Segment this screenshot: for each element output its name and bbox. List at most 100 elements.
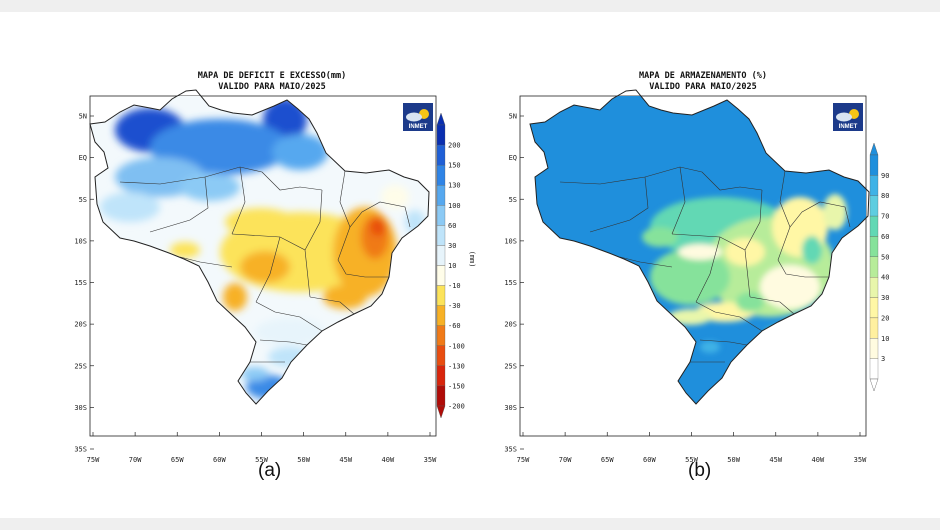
colorbar-swatch bbox=[869, 338, 879, 359]
colorbar-label: 40 bbox=[881, 274, 889, 282]
colorbar-swatch bbox=[436, 185, 446, 206]
lat-tick-label: 25S bbox=[74, 362, 87, 370]
lat-tick-label: 5N bbox=[79, 113, 87, 121]
colorbar-swatch bbox=[869, 175, 879, 196]
colorbar-label: 3 bbox=[881, 355, 885, 363]
lat-tick-label: 30S bbox=[504, 404, 517, 412]
panel-b-logo-text: INMET bbox=[839, 124, 858, 130]
colorbar-swatch bbox=[436, 345, 446, 367]
colorbar-label: 60 bbox=[448, 222, 456, 230]
lon-tick-label: 40W bbox=[382, 456, 395, 464]
colorbar-swatch bbox=[869, 215, 879, 237]
colorbar-label: 130 bbox=[448, 182, 461, 190]
colorbar-label: -60 bbox=[448, 322, 461, 330]
lon-tick-label: 35W bbox=[424, 456, 437, 464]
lat-tick-label: 15S bbox=[74, 279, 87, 287]
colorbar-label: 10 bbox=[448, 262, 456, 270]
lat-tick-label: 15S bbox=[504, 279, 517, 287]
lon-tick-label: 45W bbox=[769, 456, 782, 464]
lat-tick-label: EQ bbox=[509, 154, 517, 162]
panel-a-title-line2: VALIDO PARA MAIO/2025 bbox=[218, 82, 325, 92]
colorbar-label: 70 bbox=[881, 213, 889, 221]
lon-tick-label: 65W bbox=[171, 456, 184, 464]
colorbar-label: -30 bbox=[448, 302, 461, 310]
panel-a-latitude-ticks: 5N EQ 5S 10S 15S 20S 25S 30S 35S bbox=[74, 113, 94, 454]
lat-tick-label: 20S bbox=[74, 321, 87, 329]
colorbar-swatch bbox=[869, 297, 879, 319]
lat-tick-label: 10S bbox=[504, 237, 517, 245]
panel-a-caption: (a) bbox=[258, 460, 282, 481]
lon-tick-label: 55W bbox=[255, 456, 268, 464]
maps-figure: MAPA DE DEFICIT E EXCESSO(mm) VALIDO PAR… bbox=[74, 71, 889, 464]
lon-tick-label: 50W bbox=[727, 456, 740, 464]
colorbar-swatch bbox=[869, 277, 879, 298]
colorbar-swatch bbox=[869, 256, 879, 278]
colorbar-swatch bbox=[436, 285, 446, 306]
colorbar-label: 90 bbox=[881, 172, 889, 180]
colorbar-label: -100 bbox=[448, 342, 465, 350]
figure-canvas: MAPA DE DEFICIT E EXCESSO(mm) VALIDO PAR… bbox=[0, 12, 940, 518]
colorbar-label: 30 bbox=[881, 294, 889, 302]
lon-tick-label: 70W bbox=[559, 456, 572, 464]
lat-tick-label: 5N bbox=[509, 113, 517, 121]
panel-b: MAPA DE ARMAZENAMENTO (%) VALIDO PARA MA… bbox=[504, 71, 889, 464]
colorbar-swatch bbox=[436, 265, 446, 286]
panel-a-units-label: (mm) bbox=[468, 251, 476, 268]
colorbar-swatch bbox=[436, 305, 446, 326]
colorbar-label: 50 bbox=[881, 253, 889, 261]
lat-tick-label: 20S bbox=[504, 321, 517, 329]
colorbar-swatch bbox=[869, 317, 879, 339]
panel-b-inmet-logo: INMET bbox=[833, 103, 863, 131]
lon-tick-label: 55W bbox=[685, 456, 698, 464]
colorbar-swatch bbox=[436, 225, 446, 246]
colorbar-swatch bbox=[869, 236, 879, 257]
panel-a-title-line1: MAPA DE DEFICIT E EXCESSO(mm) bbox=[198, 71, 346, 81]
colorbar-label: 150 bbox=[448, 162, 461, 170]
colorbar-label: 30 bbox=[448, 242, 456, 250]
colorbar-swatch bbox=[436, 245, 446, 266]
colorbar-swatch bbox=[436, 365, 446, 387]
lat-tick-label: 5S bbox=[509, 196, 517, 204]
colorbar-label: 60 bbox=[881, 233, 889, 241]
lat-tick-label: 5S bbox=[79, 196, 87, 204]
colorbar-label: 10 bbox=[881, 335, 889, 343]
colorbar-swatch bbox=[436, 144, 446, 166]
lon-tick-label: 75W bbox=[517, 456, 530, 464]
panel-b-colorbar: 90 80 70 60 50 40 30 20 10 3 bbox=[869, 142, 889, 392]
colorbar-swatch bbox=[436, 124, 446, 146]
colorbar-swatch bbox=[436, 325, 446, 346]
colorbar-label: 100 bbox=[448, 202, 461, 210]
panel-a-inmet-logo: INMET bbox=[403, 103, 433, 131]
panel-b-caption: (b) bbox=[688, 460, 712, 481]
colorbar-label: 80 bbox=[881, 192, 889, 200]
lon-tick-label: 70W bbox=[129, 456, 142, 464]
lon-tick-label: 35W bbox=[854, 456, 867, 464]
colorbar-bottom-tip bbox=[869, 378, 879, 392]
lon-tick-label: 45W bbox=[339, 456, 352, 464]
colorbar-label: -130 bbox=[448, 362, 465, 370]
lon-tick-label: 60W bbox=[213, 456, 226, 464]
colorbar-label: 20 bbox=[881, 314, 889, 322]
colorbar-swatch bbox=[436, 385, 446, 407]
lat-tick-label: 25S bbox=[504, 362, 517, 370]
colorbar-swatch bbox=[869, 195, 879, 217]
lon-tick-label: 50W bbox=[297, 456, 310, 464]
colorbar-label: -200 bbox=[448, 403, 465, 411]
lat-tick-label: 35S bbox=[74, 446, 87, 454]
lat-tick-label: 30S bbox=[74, 404, 87, 412]
colorbar-top-tip bbox=[436, 112, 446, 126]
colorbar-label: -10 bbox=[448, 282, 461, 290]
colorbar-swatch bbox=[869, 154, 879, 176]
panel-a-longitude-ticks: 75W 70W 65W 60W 55W 50W 45W 40W 35W bbox=[87, 432, 437, 464]
colorbar-label: -150 bbox=[448, 382, 465, 390]
panel-a-logo-text: INMET bbox=[409, 124, 428, 130]
lon-tick-label: 75W bbox=[87, 456, 100, 464]
lat-tick-label: 35S bbox=[504, 446, 517, 454]
colorbar-label: 200 bbox=[448, 142, 461, 150]
panel-b-title-line1: MAPA DE ARMAZENAMENTO (%) bbox=[639, 71, 767, 81]
colorbar-bottom-tip bbox=[436, 405, 446, 419]
colorbar-swatch bbox=[436, 164, 446, 186]
colorbar-top-tip bbox=[869, 142, 879, 156]
panel-a: MAPA DE DEFICIT E EXCESSO(mm) VALIDO PAR… bbox=[74, 71, 476, 464]
panel-b-longitude-ticks: 75W 70W 65W 60W 55W 50W 45W 40W 35W bbox=[517, 432, 867, 464]
